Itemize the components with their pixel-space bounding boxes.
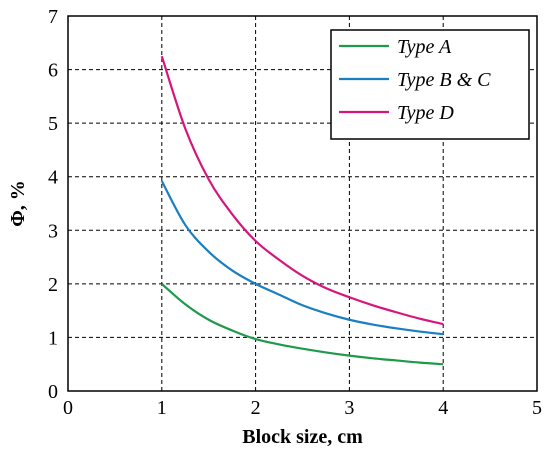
y-tick-label-4: 4 bbox=[48, 167, 58, 189]
y-tick-label-6: 6 bbox=[48, 60, 58, 82]
series-line-2 bbox=[160, 55, 444, 326]
series-line-1 bbox=[160, 180, 444, 336]
y-tick-label-1: 1 bbox=[48, 327, 58, 349]
x-tick-label-3: 3 bbox=[344, 397, 354, 419]
x-tick-label-1: 1 bbox=[157, 397, 167, 419]
series-lines bbox=[160, 55, 444, 366]
y-tick-label-0: 0 bbox=[48, 381, 58, 403]
y-axis-ticks: 0 1 2 3 4 5 6 7 bbox=[48, 6, 58, 403]
legend: Type A Type B & C Type D bbox=[330, 29, 530, 140]
y-tick-label-3: 3 bbox=[48, 220, 58, 242]
plot-frame bbox=[67, 15, 538, 392]
x-tick-label-5: 5 bbox=[532, 397, 542, 419]
x-tick-label-2: 2 bbox=[251, 397, 261, 419]
x-tick-label-0: 0 bbox=[63, 397, 73, 419]
y-tick-label-2: 2 bbox=[48, 274, 58, 296]
legend-items: Type A Type B & C Type D bbox=[339, 36, 491, 124]
x-axis-title: Block size, cm bbox=[242, 426, 363, 448]
y-axis-title: Φ, % bbox=[7, 180, 29, 227]
x-tick-label-4: 4 bbox=[438, 397, 448, 419]
y-tick-label-5: 5 bbox=[48, 113, 58, 135]
legend-label-0: Type A bbox=[397, 36, 452, 58]
legend-box bbox=[330, 29, 530, 140]
x-axis-ticks: 0 1 2 3 4 5 bbox=[63, 397, 542, 419]
grid-lines bbox=[68, 16, 537, 391]
legend-label-1: Type B & C bbox=[397, 69, 491, 91]
y-tick-label-7: 7 bbox=[48, 6, 58, 28]
legend-label-2: Type D bbox=[397, 102, 454, 124]
series-line-0 bbox=[161, 283, 444, 366]
